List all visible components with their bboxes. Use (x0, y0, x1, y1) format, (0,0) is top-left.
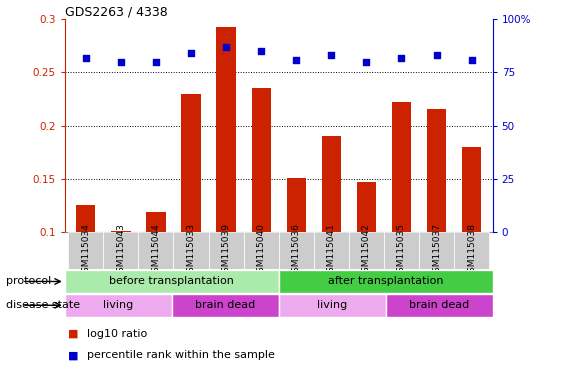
Point (467, 56, 476, 63)
Point (362, 59, 371, 65)
Bar (321, 136, 341, 339)
Text: GSM115034: GSM115034 (81, 223, 90, 278)
Bar (181, 94, 200, 339)
Text: GSM115042: GSM115042 (362, 223, 371, 278)
Text: GSM115035: GSM115035 (397, 223, 406, 278)
Point (186, 50, 195, 56)
Text: after transplantation: after transplantation (328, 276, 444, 286)
Text: GSM115033: GSM115033 (186, 223, 195, 278)
Text: living: living (317, 300, 347, 310)
Text: protocol: protocol (6, 276, 51, 286)
Text: GSM115036: GSM115036 (292, 223, 301, 278)
Text: GSM115044: GSM115044 (151, 223, 160, 278)
Point (257, 48, 266, 54)
Bar (279, 294, 386, 317)
Text: ■: ■ (68, 329, 78, 339)
Point (292, 56, 301, 63)
Text: GSM115040: GSM115040 (257, 223, 266, 278)
Bar (287, 178, 306, 339)
Bar (384, 232, 419, 269)
Bar (462, 147, 481, 339)
Bar (146, 212, 166, 339)
Bar (244, 232, 279, 269)
Bar (386, 294, 493, 317)
Bar (349, 232, 384, 269)
Bar (216, 26, 236, 339)
Bar (419, 232, 454, 269)
Text: ■: ■ (68, 350, 78, 360)
Text: GSM115039: GSM115039 (222, 223, 231, 278)
Bar (454, 232, 489, 269)
Point (81, 55, 90, 61)
Text: percentile rank within the sample: percentile rank within the sample (87, 350, 275, 360)
Bar (65, 294, 172, 317)
Bar (173, 232, 208, 269)
Bar (104, 232, 138, 269)
Text: GDS2263 / 4338: GDS2263 / 4338 (65, 5, 168, 18)
Point (151, 59, 160, 65)
Text: GSM115043: GSM115043 (117, 223, 126, 278)
Bar (138, 232, 173, 269)
Text: living: living (103, 300, 133, 310)
Bar (427, 109, 446, 339)
Text: disease state: disease state (6, 300, 80, 310)
Bar (279, 232, 314, 269)
Bar (357, 182, 376, 339)
Point (222, 44, 231, 50)
Bar (252, 88, 271, 339)
Text: GSM115041: GSM115041 (327, 223, 336, 278)
Bar (279, 270, 493, 293)
Point (397, 55, 406, 61)
Text: log10 ratio: log10 ratio (87, 329, 148, 339)
Bar (68, 232, 104, 269)
Text: GSM115037: GSM115037 (432, 223, 441, 278)
Bar (111, 231, 131, 339)
Text: GSM115038: GSM115038 (467, 223, 476, 278)
Text: brain dead: brain dead (195, 300, 256, 310)
Bar (392, 102, 411, 339)
Point (117, 59, 126, 65)
Bar (65, 270, 279, 293)
Bar (314, 232, 349, 269)
Bar (76, 205, 96, 339)
Bar (172, 294, 279, 317)
Bar (208, 232, 244, 269)
Point (327, 52, 336, 58)
Point (432, 52, 441, 58)
Text: brain dead: brain dead (409, 300, 470, 310)
Text: before transplantation: before transplantation (109, 276, 234, 286)
